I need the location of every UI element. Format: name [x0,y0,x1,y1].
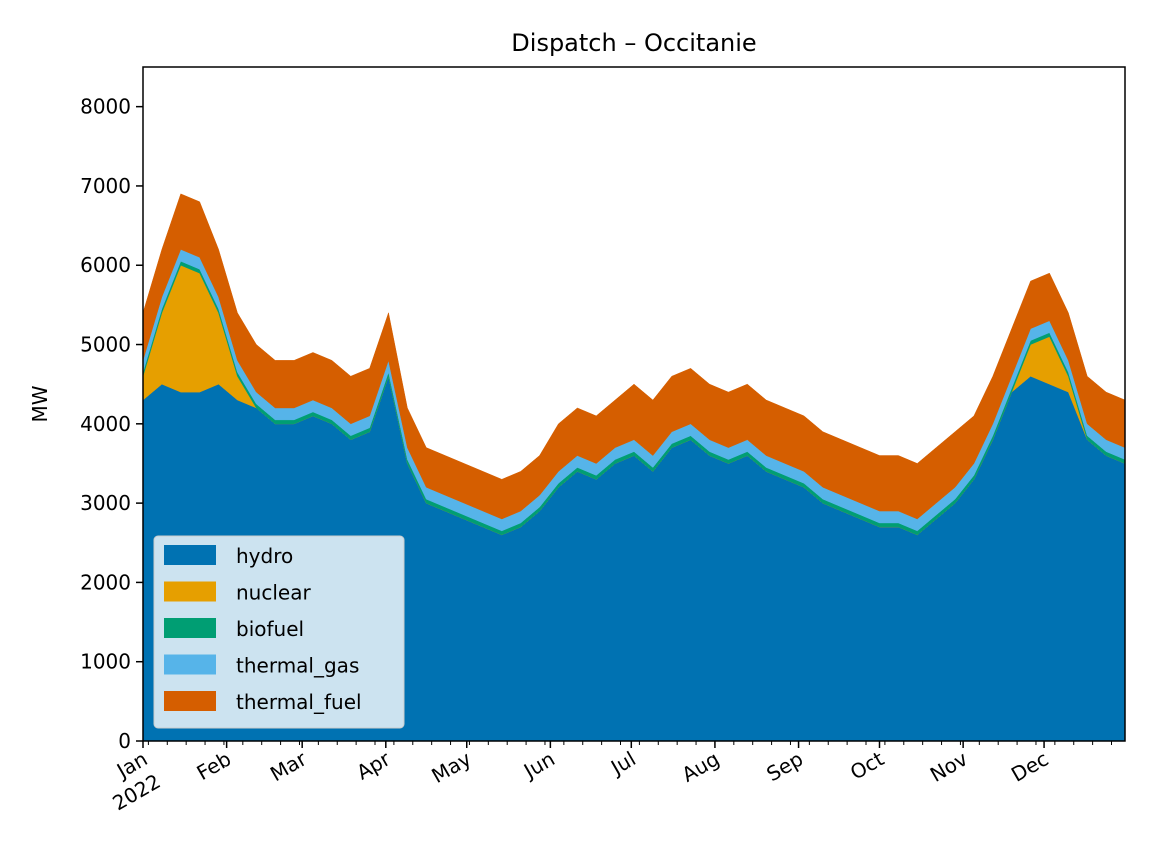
legend-swatch-hydro [164,545,216,565]
y-tick-label-8000: 8000 [80,95,131,119]
chart-title: Dispatch – Occitanie [511,29,756,57]
y-tick-label-0: 0 [118,729,131,753]
legend-swatch-nuclear [164,581,216,602]
y-tick-label-4000: 4000 [80,412,131,436]
y-axis: 0 1000 2000 3000 4000 5000 6000 7000 8000 [80,95,143,753]
legend-label-thermal_fuel: thermal_fuel [236,690,362,714]
y-tick-label-7000: 7000 [80,174,131,198]
legend-swatch-thermal_gas [164,654,216,675]
legend-label-thermal_gas: thermal_gas [236,654,359,678]
legend-swatch-biofuel [164,618,216,638]
legend-swatch-thermal_fuel [164,691,216,711]
legend-label-nuclear: nuclear [236,581,311,605]
legend-label-biofuel: biofuel [236,617,304,641]
legend-box [153,535,405,729]
plot-frame [142,66,1126,742]
legend-label-hydro: hydro [236,544,293,568]
y-tick-label-3000: 3000 [80,491,131,515]
y-tick-label-6000: 6000 [80,253,131,277]
legend: hydro nuclear biofuel thermal_gas thermal_fu… [153,535,405,729]
y-tick-label-1000: 1000 [80,650,131,674]
y-axis-label: MW [28,385,52,422]
y-tick-label-2000: 2000 [80,570,131,594]
y-tick-label-5000: 5000 [80,333,131,357]
